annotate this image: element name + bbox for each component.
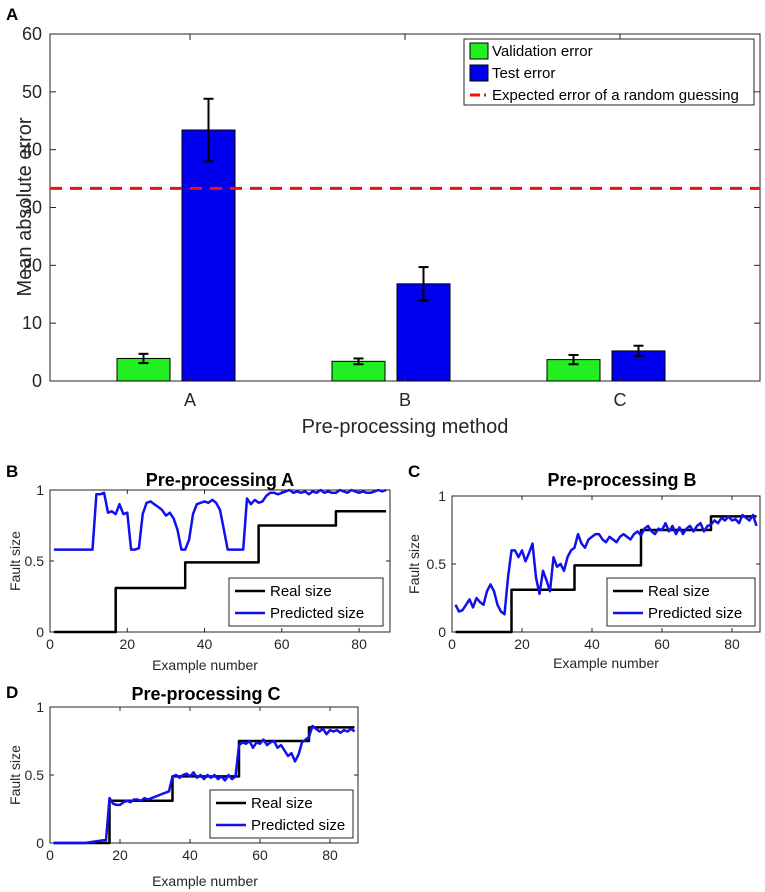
bars [116,129,666,382]
y-tick-label: 0.5 [25,767,45,783]
legend-box [463,38,755,106]
legend-predicted-size: Predicted size [270,605,364,622]
legend-real-size: Real size [648,583,710,600]
error-bars [138,97,644,366]
y-tick-label: 1 [36,482,44,498]
x-tick-label: 60 [654,636,670,652]
test-swatch [469,64,489,82]
bar-test-A [181,129,236,382]
x-tick-label: 0 [448,636,456,652]
ticks: 0 20 40 60 80 0 0.5 1 [25,699,358,863]
panel-title: Pre-processing A [146,470,294,490]
y-axis-label: Fault size [406,534,422,594]
x-axis-label: Example number [152,657,258,673]
panel-letter: A [6,5,18,24]
x-tick-label: 40 [182,847,198,863]
y-tick-label: 50 [22,82,42,102]
x-tick-label: A [184,390,196,410]
legend-test: Test error [492,65,555,82]
legend: Real size Predicted size [606,577,756,627]
legend-predicted-size: Predicted size [648,605,742,622]
y-tick-label: 10 [22,313,42,333]
predicted-size-line [454,513,758,616]
ticks: 0 20 40 60 80 0 0.5 1 [25,482,390,652]
y-tick-label: 0 [36,835,44,851]
legend-box [606,577,756,627]
x-tick-label: 20 [112,847,128,863]
y-axis-label: Fault size [7,745,23,805]
legend-real-size: Real size [270,583,332,600]
x-tick-label: 20 [514,636,530,652]
ticks: 0 20 40 60 80 0 0.5 1 [427,488,760,652]
x-tick-label: 0 [46,636,54,652]
x-tick-label: 80 [351,636,367,652]
y-tick-label: 0 [32,371,42,391]
y-tick-label: 40 [22,140,42,160]
legend: Real size Predicted size [228,577,384,627]
panel-title: Pre-processing C [131,684,280,704]
panel-d: D Pre-processing C 0 20 40 60 80 0 0.5 1 Fault … [6,683,359,889]
panel-letter: D [6,683,18,702]
y-tick-label: 60 [22,24,42,44]
x-tick-label: 80 [322,847,338,863]
legend-box [209,789,354,839]
predicted-size-line [53,724,356,845]
y-tick-label: 0 [438,624,446,640]
x-tick-label: 20 [119,636,135,652]
real-size-line [53,510,387,634]
legend-real-size: Real size [251,795,313,812]
x-tick-label: 0 [46,847,54,863]
x-tick-label: C [614,390,627,410]
series-lines [53,488,387,634]
y-tick-label: 0.5 [427,556,447,572]
x-axis-label: Example number [152,873,258,889]
legend-random: Expected error of a random guessing [492,87,739,104]
y-axis-label: Mean absolute error [14,117,36,296]
panel-letter: B [6,462,18,481]
legend-predicted-size: Predicted size [251,817,345,834]
x-tick-label: 60 [274,636,290,652]
predicted-size-line [53,488,387,551]
x-axis-label: Pre-processing method [302,416,509,438]
series-lines [454,513,758,634]
y-tick-label: 1 [438,488,446,504]
panel-b: B Pre-processing A 0 20 40 60 80 0 0.5 1 Fault … [6,462,391,673]
y-tick-label: 20 [22,255,42,275]
validation-swatch [469,42,489,60]
panel-letter: C [408,462,420,481]
legend: Real size Predicted size [209,789,354,839]
x-tick-label: 60 [252,847,268,863]
y-tick-label: 30 [22,198,42,218]
panel-title: Pre-processing B [547,470,696,490]
x-tick-label: 40 [584,636,600,652]
y-tick-label: 0.5 [25,553,45,569]
x-tick-label: 80 [724,636,740,652]
y-axis-label: Fault size [7,531,23,591]
y-ticks: 0 10 20 30 40 50 60 [22,24,760,391]
y-tick-label: 1 [36,699,44,715]
panel-c: C Pre-processing B 0 20 40 60 80 0 0.5 1 Fault … [406,462,761,671]
legend-box [228,577,384,627]
legend: Validation error Test error Expected err… [463,38,755,106]
y-tick-label: 0 [36,624,44,640]
x-tick-label: 40 [197,636,213,652]
x-axis-label: Example number [553,655,659,671]
legend-validation: Validation error [492,43,593,60]
series-lines [53,724,356,845]
x-ticks: A B C [184,34,627,410]
x-tick-label: B [399,390,411,410]
